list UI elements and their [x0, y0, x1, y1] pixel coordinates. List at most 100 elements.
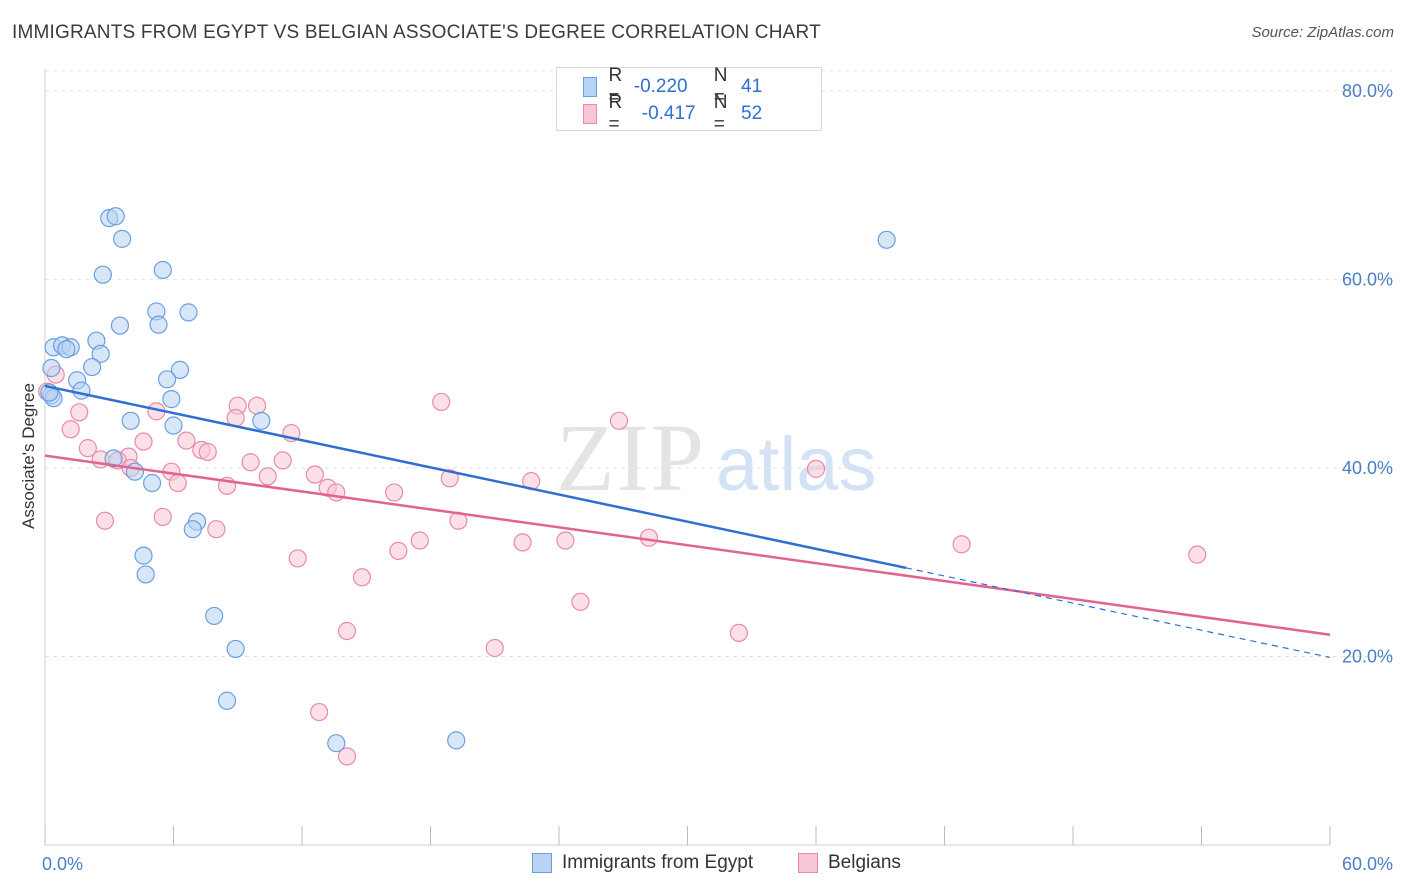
bottom-legend-egypt: Immigrants from Egypt: [532, 852, 753, 874]
belgians-trend-line: [44, 454, 1331, 637]
egypt-point-19: [157, 370, 177, 389]
legend-n-label: N =: [713, 92, 728, 135]
bottom-legend-label-egypt: Immigrants from Egypt: [562, 852, 754, 873]
egypt-point-1: [106, 207, 125, 226]
egypt-trend-extension: [905, 567, 1331, 658]
belgians-point-10: [609, 411, 629, 430]
y-axis-label: Associate's Degree: [19, 383, 38, 529]
egypt-point-24: [252, 411, 271, 430]
egypt-point-20: [72, 381, 91, 400]
egypt-point-38: [877, 230, 896, 249]
legend-r-label: R =: [608, 92, 623, 135]
egypt-point-32: [136, 565, 155, 584]
egypt-point-13: [91, 344, 110, 363]
belgians-point-33: [95, 511, 115, 530]
watermark-zip: ZIP: [556, 404, 706, 511]
source-label: Source: ZipAtlas.com: [1251, 24, 1394, 41]
belgians-point-47: [952, 535, 971, 554]
chart-title: IMMIGRANTS FROM EGYPT VS BELGIAN ASSOCIA…: [12, 22, 821, 43]
belgians-point-39: [639, 528, 659, 547]
tick-labels: 20.0% 40.0% 60.0% 80.0% 0.0% 60.0%: [42, 81, 1393, 874]
egypt-point-17: [170, 360, 190, 379]
egypt-point-22: [162, 390, 181, 409]
bottom-legend-label-belgians: Belgians: [828, 852, 901, 873]
legend-swatch-belgians: [583, 104, 597, 124]
belgians-point-49: [806, 459, 826, 478]
belgians-point-27: [168, 473, 187, 493]
egypt-point-2: [112, 229, 132, 248]
legend-n-value: 52: [741, 103, 763, 124]
legend: R = -0.220 N = 41 R = -0.417 N = 52: [556, 65, 822, 135]
belgians-point-40: [389, 541, 408, 560]
belgians-point-32: [153, 507, 172, 527]
egypt-point-7: [149, 315, 168, 334]
legend-swatch-egypt: [583, 77, 597, 97]
egypt-point-33: [205, 606, 224, 626]
belgians-point-37: [513, 533, 532, 552]
egypt-point-26: [104, 449, 123, 468]
belgians-point-6: [247, 396, 267, 415]
x-tick-label-0: 0.0%: [42, 854, 83, 874]
legend-r-value: -0.220: [633, 76, 688, 97]
egypt-point-4: [153, 260, 172, 280]
belgians-point-36: [410, 531, 429, 550]
belgians-point-38: [556, 531, 575, 550]
belgians-point-35: [207, 520, 226, 539]
bottom-legend-swatch-belgians: [798, 853, 818, 873]
grid: [45, 70, 1392, 657]
egypt-point-23: [121, 411, 140, 430]
watermark: ZIP atlas: [556, 404, 877, 511]
belgians-point-50: [310, 702, 329, 722]
belgians-point-42: [352, 568, 372, 587]
belgians-point-30: [327, 483, 346, 502]
egypt-point-36: [327, 734, 346, 753]
egypt-points: [40, 207, 896, 753]
belgians-point-19: [241, 453, 260, 472]
belgians-point-3: [61, 420, 80, 439]
belgians-point-14: [198, 442, 217, 462]
legend-n-value: 41: [741, 76, 763, 97]
belgians-point-12: [177, 431, 196, 450]
egypt-point-30: [183, 520, 202, 539]
egypt-point-6: [179, 303, 198, 322]
trend-lines: [44, 384, 1331, 658]
bottom-legend-swatch-egypt: [532, 853, 552, 873]
belgians-point-11: [134, 432, 153, 451]
belgians-points: [38, 365, 1207, 766]
egypt-point-27: [125, 462, 145, 481]
belgians-point-23: [258, 467, 277, 486]
belgians-point-48: [1188, 545, 1207, 564]
y-tick-label-0: 20.0%: [1342, 646, 1393, 666]
belgians-point-44: [337, 621, 357, 641]
egypt-point-37: [447, 731, 466, 750]
y-tick-label-1: 40.0%: [1342, 458, 1393, 478]
legend-r-value: -0.417: [641, 103, 696, 124]
egypt-trend-line: [44, 384, 907, 570]
belgians-point-24: [305, 465, 324, 484]
belgians-point-43: [571, 592, 590, 611]
belgians-point-2: [70, 403, 89, 422]
belgians-point-9: [432, 392, 451, 412]
belgians-point-45: [729, 623, 749, 642]
legend-row-belgians: R = -0.417 N = 52: [557, 92, 821, 135]
x-tick-label-1: 60.0%: [1342, 854, 1393, 874]
bottom-legend-belgians: Belgians: [798, 852, 901, 874]
belgians-point-15: [78, 439, 97, 458]
egypt-point-16: [42, 358, 61, 378]
egypt-point-8: [110, 316, 130, 335]
y-tick-label-2: 60.0%: [1342, 269, 1393, 289]
egypt-point-15: [83, 357, 102, 377]
belgians-point-20: [273, 451, 292, 470]
egypt-point-28: [142, 473, 162, 493]
egypt-point-35: [217, 691, 237, 710]
legend-r-label: R =: [608, 65, 623, 108]
legend-n-label: N =: [713, 65, 728, 108]
belgians-point-41: [288, 549, 307, 568]
watermark-atlas: atlas: [716, 422, 877, 507]
egypt-point-3: [93, 265, 112, 284]
legend-row-egypt: R = -0.220 N = 41: [557, 65, 821, 108]
egypt-point-31: [134, 546, 153, 565]
belgians-point-31: [384, 483, 404, 502]
belgians-point-51: [337, 747, 357, 766]
egypt-point-34: [226, 639, 245, 659]
